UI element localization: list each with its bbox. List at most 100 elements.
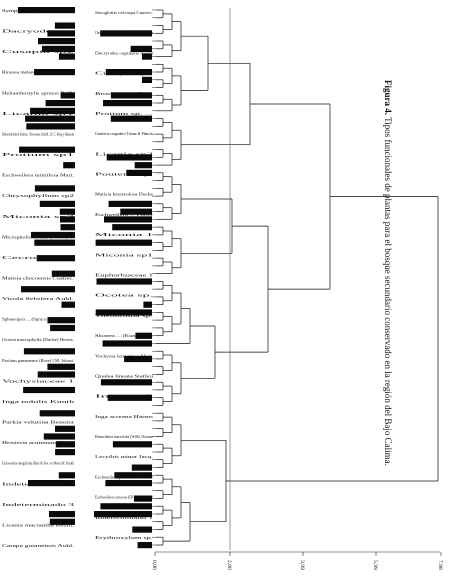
x-axis: 0,00 2,00 3,99 5,99 7,98 (151, 552, 443, 570)
trait-bar (108, 200, 152, 207)
trait-bar (49, 518, 75, 525)
trait-bar (102, 340, 152, 347)
trait-bar (18, 7, 75, 14)
trait-bar (103, 100, 152, 107)
trait-bar (41, 45, 75, 52)
trait-bar (132, 526, 152, 533)
trait-bar (36, 255, 75, 262)
species-label: Sphaeropsis ... (Spruce ex H.) Benth. (2, 318, 74, 322)
trait-bar (143, 301, 152, 308)
trait-bar (60, 92, 75, 99)
species-label: Protium panamense (Rose) I.M. Johnst. (2, 359, 74, 363)
trait-bar (142, 76, 152, 83)
trait-bar (134, 162, 152, 169)
species-label: Cecropia sp. (2, 256, 74, 260)
trait-bar (94, 511, 152, 518)
species-label: Protium sp. ... (95, 112, 153, 116)
species-label: Cusapia sp2 (2, 50, 75, 54)
dendrogram-branches (156, 9, 439, 546)
species-label: Ocotea sp. (95, 294, 153, 298)
trait-bar (137, 542, 152, 549)
trait-bar (55, 449, 75, 456)
axis-tick-label: 7,98 (437, 560, 443, 570)
trait-bar (25, 115, 76, 122)
trait-bar (47, 317, 75, 324)
figure-caption-text: Tipos funcionales de plantas para el bos… (383, 117, 393, 466)
species-label: Guatteria cargadero Triana & Planch. (95, 132, 153, 136)
species-label: Miconia sp1 (95, 253, 154, 257)
species-label: Huberodendron Suárez, Chocoana, Standl.,… (2, 133, 74, 138)
species-label: Licania sp1 (2, 112, 75, 116)
species-label: Inga nobilis Kunth (2, 400, 75, 404)
species-label: Chrysophyllum sp2 (2, 194, 74, 198)
trait-bar (37, 371, 75, 378)
trait-bar (45, 100, 75, 107)
species-label: Theobroma sp. (95, 314, 153, 318)
species-labels-left: Symphonia globulifera L.F. Dacryodes sp. C… (2, 9, 75, 548)
species-label: Micropholis falcata (Pierre) ... (2, 235, 74, 239)
trait-bar (100, 30, 152, 37)
trait-bar (39, 410, 75, 417)
species-label: Carapa guianensis Aubl. (2, 544, 74, 548)
species-label: Brosimum utile ... (95, 92, 153, 96)
trait-bar (96, 278, 152, 285)
trait-bar (58, 472, 75, 479)
trait-bar (47, 30, 75, 37)
trait-bar (23, 386, 76, 394)
trait-bar (120, 208, 152, 215)
species-label: Erythroxylum sp. (95, 536, 153, 540)
species-label: Symphonia globulifera L.F. (2, 9, 74, 13)
trait-bar (130, 45, 152, 52)
species-label: Licania macrantha Benth. (2, 523, 74, 527)
trait-bar (114, 472, 152, 479)
trait-bar (26, 123, 75, 130)
species-label: Miconia 1 (95, 233, 154, 237)
species-label: Eschweilera integrifolia (Ruiz & Pav. ex… (2, 462, 74, 466)
species-label: Inga acreana Harms (95, 415, 154, 419)
trait-bar (34, 185, 75, 192)
species-label: Helianthostylis sprucei Baill. (2, 91, 74, 95)
trait-bar (100, 503, 152, 510)
species-label: Eschweilera miniflora Mart. (2, 174, 74, 178)
species-label: Virola Sebifera Aubl. (2, 297, 74, 301)
trait-bar (105, 69, 152, 76)
trait-bar (95, 309, 152, 316)
species-label: Inga sp1 (95, 395, 154, 399)
trait-bar (39, 200, 75, 207)
trait-bar (112, 441, 152, 448)
trait-bar (23, 348, 75, 355)
axis-tick-label: 0,00 (151, 560, 157, 570)
trait-bar (105, 480, 152, 487)
trait-bar (59, 208, 75, 215)
trait-bar (63, 162, 75, 169)
trait-bar (134, 495, 152, 502)
trait-bar (107, 394, 152, 401)
species-label: Euphorbiaceae 1 (95, 274, 153, 278)
species-label: Vochysiaceae 1 (2, 379, 75, 383)
species-label: Licania sp2 (95, 152, 154, 156)
trait-bar (110, 115, 152, 122)
species-label: Dacryodes cupularis Swart (95, 51, 153, 55)
trait-bar (58, 53, 75, 60)
trait-bar (95, 239, 152, 246)
trait-bar (30, 107, 76, 114)
trait-bar (60, 216, 75, 223)
species-label: Rinorea melanoides A. H. Gentry (2, 71, 74, 75)
species-label: Indeterminado 3 (2, 503, 75, 507)
species-label: Indeterminado 1 (95, 516, 153, 520)
species-label: Vochysia ferruginea Mart. (95, 354, 153, 358)
species-label: Eschweilera coriacea (DC.) S.A. Mori (95, 496, 153, 500)
species-label: Pentaclethra macroloba (Willd.) Kuntze (95, 435, 153, 439)
species-label: Qualea lineata Stafleu (95, 375, 153, 379)
species-label: Sloanea ... (Kunth) Sw. (95, 334, 153, 338)
trait-bar (34, 239, 75, 246)
trait-bar (38, 38, 75, 45)
species-label: Sacoglottis ovicarpa Cuatrec. (95, 11, 153, 15)
trait-bar (126, 169, 152, 176)
trait-bar (106, 154, 152, 161)
trait-bar (112, 224, 152, 231)
trait-bars-left (18, 7, 76, 525)
species-label: Matisia bracteolosa Ducke (95, 193, 154, 197)
species-label: Protium sp1 (2, 153, 75, 157)
